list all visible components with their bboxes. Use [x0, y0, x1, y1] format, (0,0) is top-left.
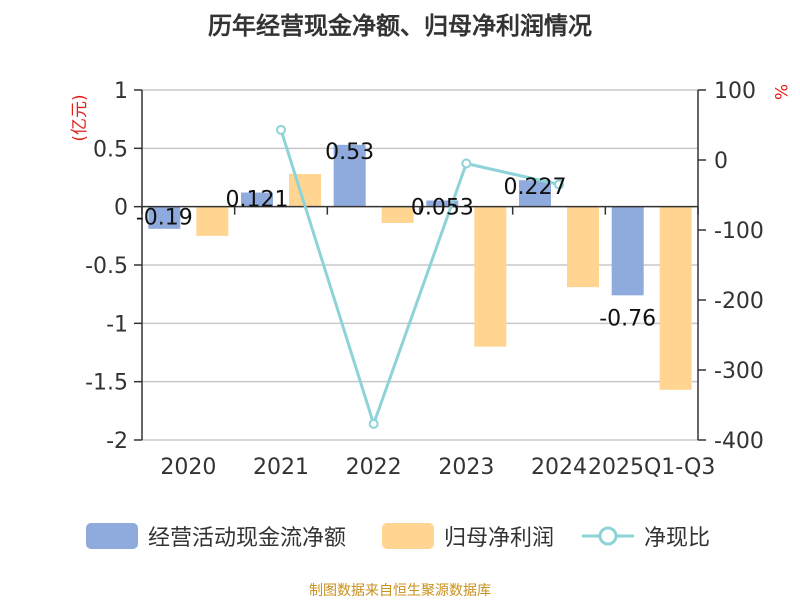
left-axis-tick-label: 1 — [114, 79, 128, 104]
cashflow-bar — [148, 206, 181, 229]
net-profit-bar — [567, 206, 599, 288]
data-source-note: 制图数据来自恒生聚源数据库 — [309, 583, 491, 599]
left-axis-tick-label: -1.5 — [85, 371, 128, 396]
net-profit-bar — [659, 206, 692, 390]
legend-item-ratio[interactable]: 净现比 — [582, 518, 710, 554]
legend-swatch-cashflow — [86, 523, 138, 549]
cashflow-data-label: -0.76 — [599, 306, 656, 331]
x-axis-category-label: 2020 — [160, 455, 216, 480]
x-axis-category-label: 2021 — [253, 455, 309, 480]
axes: 10.50-0.5-1-1.5-21000-100-200-300-400202… — [70, 79, 790, 480]
ratio-point — [461, 158, 472, 169]
ratio-point — [276, 124, 286, 135]
right-axis-unit-label: % — [770, 84, 790, 100]
cashflow-bar — [333, 144, 366, 207]
x-axis-category-label: 2024 — [531, 455, 587, 480]
data-labels: -0.19 0.121 0.53 0.053 0.227 -0.76 — [136, 140, 656, 332]
left-axis-tick-label: 0 — [114, 196, 128, 221]
bar-series — [148, 144, 692, 390]
legend-label-net-profit: 归母净利润 — [444, 526, 555, 551]
legend-swatch-net-profit — [382, 523, 434, 549]
cashflow-data-label: 0.121 — [226, 188, 289, 213]
right-axis-tick-label: -200 — [714, 289, 764, 314]
left-axis-tick-label: -1 — [106, 312, 128, 337]
net-profit-bar — [474, 206, 507, 347]
right-axis-tick-label: 0 — [714, 149, 728, 174]
grid-lines — [142, 89, 698, 441]
ratio-line-series — [276, 124, 564, 429]
ratio-point — [368, 418, 379, 429]
x-axis-category-label: 2025Q1-Q3 — [588, 455, 715, 480]
cashflow-bar — [426, 200, 459, 207]
left-axis-tick-label: 0.5 — [93, 137, 128, 162]
cashflow-data-label: -0.19 — [136, 206, 193, 231]
cashflow-data-label: 0.53 — [325, 140, 374, 165]
legend-label-cashflow: 经营活动现金流净额 — [148, 526, 347, 551]
cashflow-bar — [519, 180, 551, 207]
net-profit-bar — [196, 206, 229, 236]
cashflow-data-label: 0.227 — [504, 175, 567, 200]
left-axis-unit-label: (亿元) — [70, 94, 90, 141]
legend-line-marker-icon — [582, 526, 634, 546]
right-axis-tick-label: -300 — [714, 359, 764, 384]
x-axis-category-label: 2023 — [438, 455, 494, 480]
cashflow-bar — [241, 192, 273, 207]
ratio-point — [554, 179, 564, 190]
chart-title: 历年经营现金净额、归母净利润情况 — [208, 12, 592, 40]
x-axis-category-label: 2022 — [346, 455, 402, 480]
cashflow-data-label: 0.053 — [411, 195, 474, 220]
right-axis-tick-label: -400 — [714, 429, 764, 454]
right-axis-tick-label: 100 — [714, 79, 756, 104]
left-axis-tick-label: -0.5 — [85, 254, 128, 279]
left-axis-tick-label: -2 — [106, 429, 128, 454]
legend-label-ratio: 净现比 — [644, 526, 711, 551]
cashflow-bar — [611, 206, 644, 296]
legend: 经营活动现金流净额 归母净利润 净现比 — [0, 518, 800, 554]
net-profit-bar — [381, 206, 414, 223]
ratio-line-path — [279, 129, 560, 426]
legend-item-net-profit[interactable]: 归母净利润 — [382, 518, 554, 554]
legend-item-cashflow[interactable]: 经营活动现金流净额 — [86, 518, 346, 554]
right-axis-tick-label: -100 — [714, 219, 764, 244]
